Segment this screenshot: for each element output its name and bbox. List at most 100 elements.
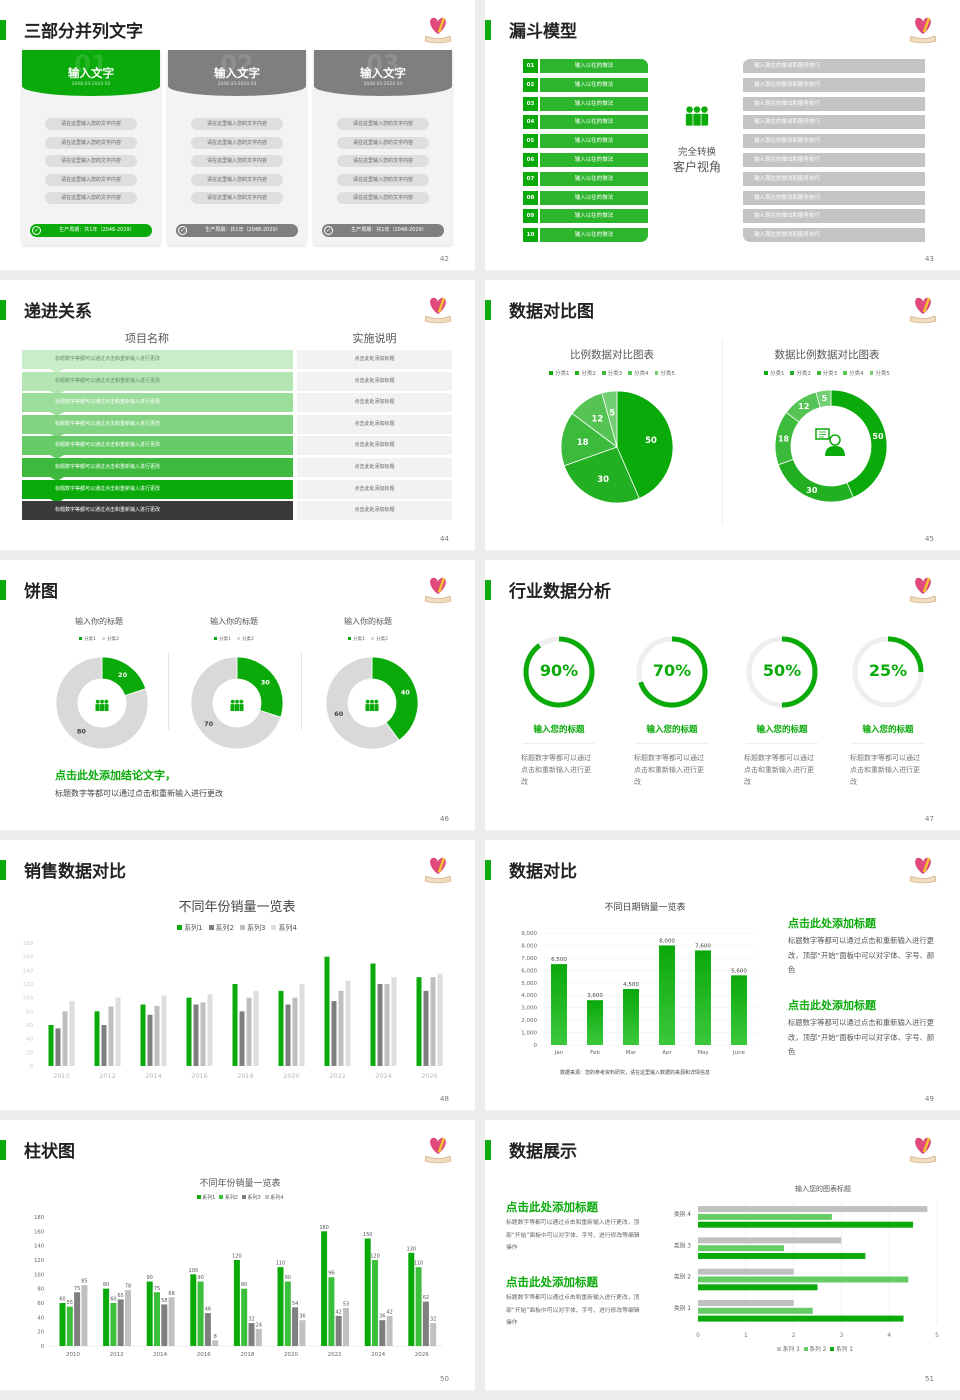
conclusion-heading[interactable]: 点击此处添加结论文字，: [55, 769, 176, 782]
card-date: 2048.03-2020.03: [217, 82, 257, 87]
chart-legend: 分类1 分类2: [268, 636, 468, 642]
legend-label: 系列2: [215, 924, 234, 932]
logo-stroke: [922, 1137, 931, 1153]
step-number: 07: [523, 171, 538, 186]
bar: [255, 1328, 262, 1346]
person-body: [369, 703, 375, 712]
bar: [284, 1281, 291, 1346]
bar: [197, 1281, 204, 1346]
slide-48: 销售数据对比 48 不同年份销量一览表 系列1 系列2 系列3 系列4 0 20 40 60 80 10…: [0, 840, 475, 1110]
legend-swatch: [803, 1347, 808, 1351]
bar: [423, 990, 429, 1066]
description-cell[interactable]: 点击此处添加标题: [297, 371, 452, 391]
y-tick-label: 140: [23, 968, 34, 974]
item-heading[interactable]: 输入您的标题: [646, 725, 698, 735]
card-date: 2048.03-2020.03: [363, 82, 403, 87]
legend-label: 分类5: [660, 371, 675, 377]
legend-swatch: [213, 636, 218, 640]
step-number: 04: [523, 115, 538, 130]
people-icon: [365, 699, 379, 712]
description-cell[interactable]: 点击此处添加标题: [297, 501, 452, 521]
progress-rings: [523, 636, 924, 708]
description-cell[interactable]: 点击此处添加标题: [297, 350, 452, 369]
progression-row: 标题数字等都可以通过点击和重新输入进行更改: [22, 436, 293, 456]
bar-chart: 0 1,000 2,000 3,000 4,000 5,000 6,000 7,000 8,00…: [521, 931, 757, 1056]
old-practice-bar: 输入以往的做法: [540, 153, 648, 167]
title-accent-bar: [0, 860, 6, 880]
slide-title: 柱状图: [24, 1142, 75, 1162]
slide-title: 数据对比图: [509, 302, 594, 322]
card-item: 请在这里输入您的文字内容: [337, 118, 429, 130]
bar: [207, 994, 213, 1066]
bar: [186, 997, 192, 1066]
pie-slice: [601, 390, 618, 448]
legend-item: 分类1: [347, 636, 365, 642]
logo-icon: [424, 857, 452, 884]
x-tick-label: June: [732, 1050, 746, 1056]
bar: [292, 1307, 299, 1346]
page-number: 51: [925, 1375, 934, 1383]
slide-title: 数据对比: [509, 862, 577, 882]
bar: [154, 1005, 160, 1066]
data-label: 110: [414, 1261, 424, 1267]
category-label: 类别 3: [674, 1241, 691, 1249]
slide-51: 数据展示 51 点击此处添加标题 标题数字等都可以通过点击和重新输入进行更改，顶部“开…: [485, 1120, 960, 1390]
legend-swatch: [790, 371, 795, 375]
logo-stroke: [922, 17, 931, 33]
legend-item: 分类1: [78, 636, 96, 642]
card-date: 2048.03-2020.03: [71, 82, 111, 87]
block-heading[interactable]: 点击此处添加标题: [788, 999, 876, 1012]
item-heading[interactable]: 输入您的标题: [756, 725, 808, 735]
description-cell[interactable]: 点击此处添加标题: [297, 436, 452, 456]
person-head: [95, 699, 100, 704]
page-number: 47: [925, 815, 934, 823]
person-head: [239, 699, 244, 704]
bar: [551, 964, 567, 1045]
legend-label: 分类4: [634, 371, 649, 377]
data-label: 32: [248, 1317, 254, 1323]
item-heading[interactable]: 输入您的标题: [862, 725, 914, 735]
description-cell[interactable]: 点击此处添加标题: [297, 414, 452, 434]
legend-swatch: [869, 371, 874, 375]
chart-legend: 分类1 分类2: [134, 636, 334, 642]
new-practice-bar: 输入现在的做法和服务技巧: [743, 190, 925, 205]
bar: [277, 1267, 284, 1346]
data-label: 7,600: [695, 943, 711, 949]
x-tick-label: 2018: [237, 1072, 254, 1080]
slice-label: 5: [822, 394, 828, 403]
y-tick-label: 0: [30, 1064, 34, 1070]
person-body: [238, 703, 244, 712]
data-label: 150: [363, 1232, 373, 1238]
people-svg: [685, 106, 709, 127]
legend-item: 系列1: [196, 1195, 215, 1201]
description-cell[interactable]: 点击此处添加标题: [297, 479, 452, 499]
y-tick-label: 4,000: [521, 993, 537, 999]
data-label: 58: [161, 1298, 167, 1304]
bar: [161, 1304, 168, 1346]
card-heading: 输入文字: [68, 66, 114, 80]
bar: [48, 1025, 54, 1066]
chart-title: 不同年份销量一览表: [199, 1179, 281, 1189]
card: 02 输入文字 2048.03-2020.03 请在这里输入您的文字内容 请在这里输入您…: [168, 50, 306, 245]
pie-slice: [55, 656, 149, 750]
legend-label: 分类5: [875, 371, 890, 377]
legend-label: 分类2: [796, 371, 811, 377]
x-tick-label: 2014: [153, 1352, 167, 1358]
person-body: [234, 703, 240, 712]
description-cell[interactable]: 点击此处添加标题: [297, 393, 452, 413]
logo-ribbon: [424, 1155, 452, 1164]
progression-row: 标题数字等都可以通过点击和重新输入进行更改: [22, 414, 293, 434]
block-heading[interactable]: 点击此处添加标题: [506, 1200, 598, 1214]
bar: [698, 1213, 832, 1220]
item-heading[interactable]: 输入您的标题: [533, 725, 585, 735]
block-heading[interactable]: 点击此处添加标题: [788, 917, 876, 930]
data-label: 53: [343, 1302, 349, 1308]
card-number: 03: [366, 50, 400, 78]
block-heading[interactable]: 点击此处添加标题: [506, 1275, 598, 1289]
logo-ribbon: [424, 35, 452, 44]
pie-charts: 50 30 18 12 5 50 30 18 12 5: [560, 389, 888, 504]
description-cell[interactable]: 点击此处添加标题: [297, 458, 452, 477]
pie-slice: [616, 390, 674, 499]
bar: [147, 1014, 153, 1066]
customer-service-icon: [815, 428, 845, 456]
